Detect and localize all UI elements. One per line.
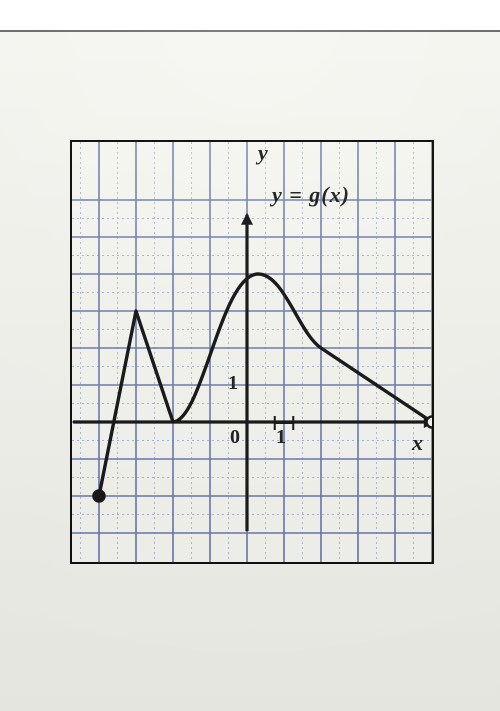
function-label: y = g(x) bbox=[272, 182, 350, 208]
function-graph bbox=[72, 142, 432, 562]
y-axis-label: y bbox=[258, 140, 268, 166]
unit-x-label: 1 bbox=[276, 426, 286, 449]
x-axis-label: x bbox=[412, 430, 423, 456]
origin-label: 0 bbox=[230, 426, 240, 449]
unit-y-label: 1 bbox=[228, 372, 238, 395]
window-top-edge bbox=[0, 0, 500, 32]
chart-frame: y x 0 1 1 y = g(x) bbox=[70, 140, 434, 564]
